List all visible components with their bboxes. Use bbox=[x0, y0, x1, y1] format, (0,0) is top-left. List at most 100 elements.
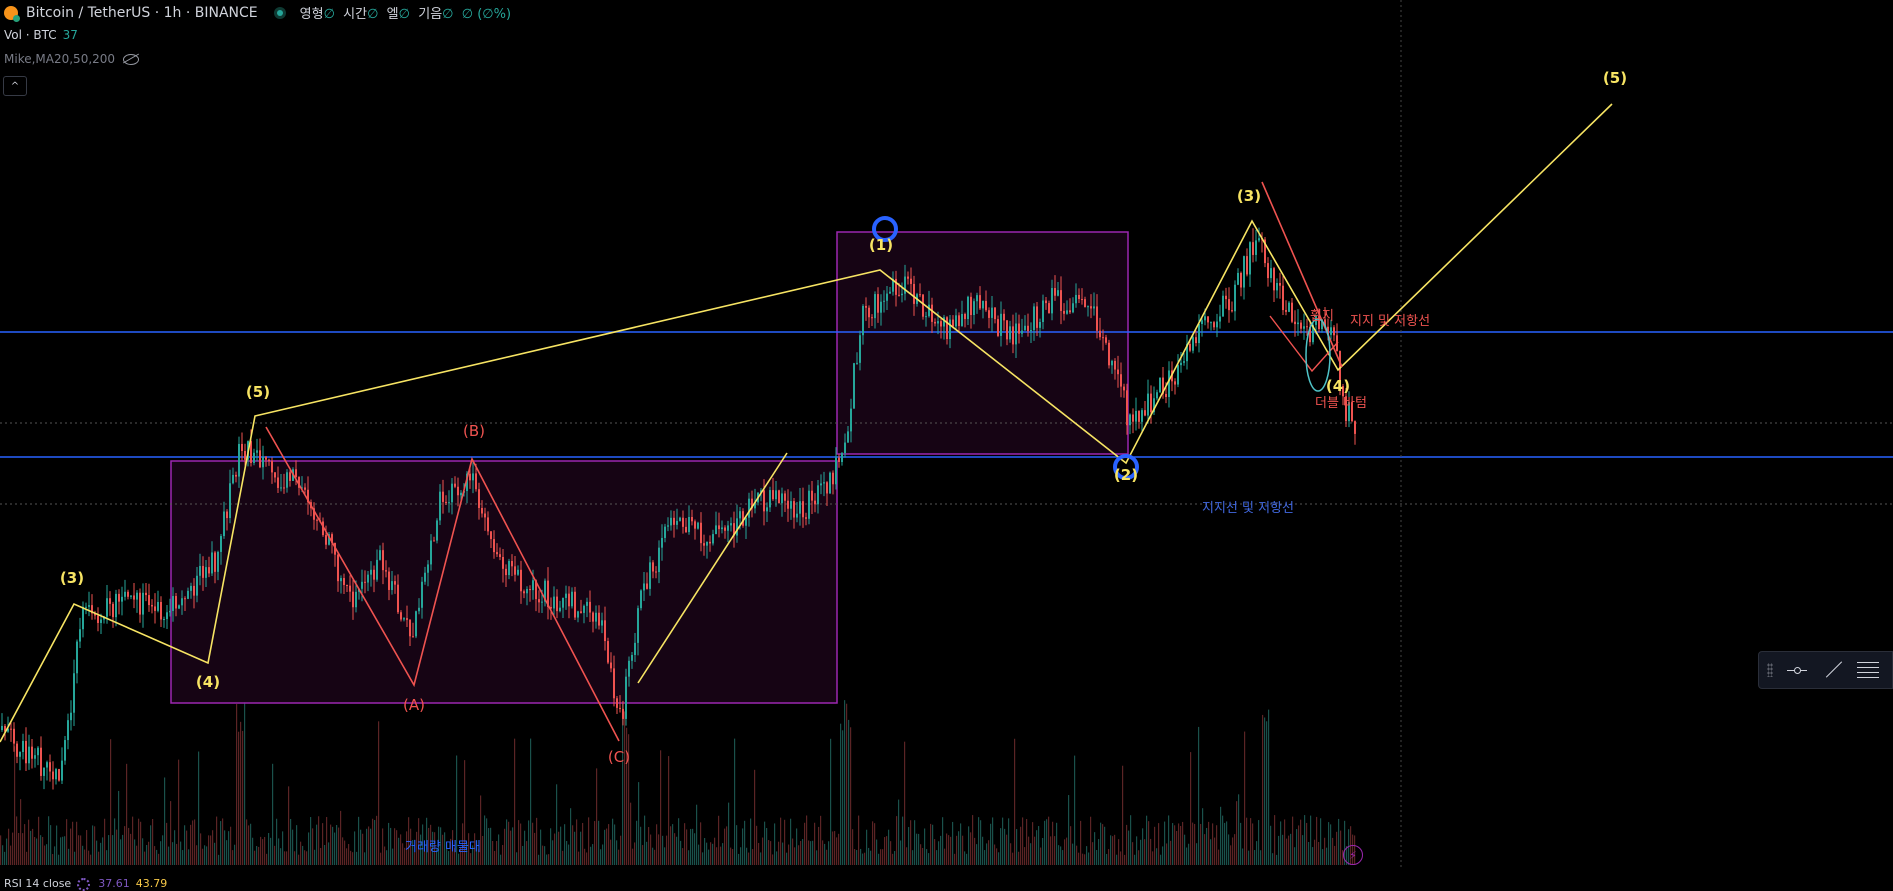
volume-bar bbox=[156, 849, 158, 865]
volume-indicator-legend[interactable]: Vol · BTC 37 bbox=[4, 28, 78, 42]
candle-body bbox=[1030, 330, 1032, 332]
volume-bar bbox=[988, 840, 990, 865]
candle-body bbox=[361, 581, 363, 589]
ma-indicator-legend[interactable]: Mike,MA20,50,200 bbox=[4, 52, 140, 66]
volume-bar bbox=[1308, 842, 1310, 865]
candle-body bbox=[1033, 306, 1035, 331]
volume-bar bbox=[530, 738, 532, 865]
volume-bar bbox=[482, 835, 484, 865]
candle-body bbox=[646, 583, 648, 589]
candle-body bbox=[520, 569, 522, 592]
volume-bar bbox=[278, 838, 280, 865]
impulse-wave-label: (5) bbox=[1603, 69, 1627, 87]
candle-body bbox=[145, 592, 147, 596]
volume-bar bbox=[850, 727, 852, 865]
candle-body bbox=[418, 607, 420, 612]
candle-body bbox=[382, 550, 384, 571]
volume-bar bbox=[338, 827, 340, 865]
volume-bar bbox=[236, 704, 238, 865]
volume-bar bbox=[914, 820, 916, 865]
candle-body bbox=[904, 276, 906, 294]
volume-bar bbox=[40, 835, 42, 865]
volume-value: 37 bbox=[62, 28, 78, 42]
volume-bar bbox=[1018, 851, 1020, 865]
volume-bar bbox=[94, 826, 96, 865]
eye-hidden-icon[interactable] bbox=[123, 54, 140, 65]
volume-bar bbox=[980, 820, 982, 865]
volume-bar bbox=[1068, 795, 1070, 865]
drag-grip-icon[interactable] bbox=[1767, 663, 1773, 677]
candle-body bbox=[787, 500, 789, 509]
volume-bar bbox=[182, 850, 184, 865]
volume-bar bbox=[1138, 850, 1140, 865]
candle-body bbox=[637, 608, 639, 643]
volume-bar bbox=[1118, 839, 1120, 865]
candle-body bbox=[1252, 242, 1254, 255]
volume-bar bbox=[894, 851, 896, 865]
volume-bar bbox=[230, 826, 232, 865]
candle-body bbox=[151, 605, 153, 607]
trend-line-icon[interactable] bbox=[1821, 659, 1843, 681]
volume-bar bbox=[420, 834, 422, 865]
volume-bar bbox=[370, 828, 372, 865]
candle-body bbox=[694, 521, 696, 529]
volume-bar bbox=[966, 853, 968, 865]
volume-bar bbox=[298, 854, 300, 865]
candle-body bbox=[118, 593, 120, 602]
candle-body bbox=[379, 550, 381, 560]
volume-bar bbox=[310, 817, 312, 865]
volume-bar bbox=[1108, 849, 1110, 865]
candle-body bbox=[1108, 342, 1110, 366]
volume-bar bbox=[486, 818, 488, 865]
volume-bar bbox=[340, 810, 342, 865]
candle-body bbox=[607, 641, 609, 663]
candle-body bbox=[409, 619, 411, 637]
candle-body bbox=[937, 321, 939, 324]
symbol-title[interactable]: Bitcoin / TetherUS · 1h · BINANCE bbox=[26, 4, 258, 21]
volume-bar bbox=[890, 841, 892, 865]
candle-body bbox=[1225, 295, 1227, 300]
candle-body bbox=[604, 620, 606, 642]
candle-body bbox=[235, 474, 237, 477]
volume-bar bbox=[804, 822, 806, 865]
impulse-wave-line-connector bbox=[637, 452, 788, 684]
candle-body bbox=[742, 511, 744, 526]
volume-bar bbox=[868, 847, 870, 865]
candle-body bbox=[478, 489, 480, 508]
volume-bar bbox=[566, 840, 568, 865]
collapse-legend-button[interactable]: ^ bbox=[3, 76, 27, 96]
candle-body bbox=[1282, 285, 1284, 311]
volume-bar bbox=[1072, 843, 1074, 865]
volume-bar bbox=[604, 829, 606, 865]
volume-bar bbox=[56, 825, 58, 865]
candle-body bbox=[799, 501, 801, 514]
volume-bar bbox=[1328, 822, 1330, 865]
volume-bar bbox=[194, 819, 196, 865]
candle-body bbox=[1135, 410, 1137, 422]
lightning-icon[interactable]: ⚡ bbox=[1343, 845, 1363, 865]
candle-body bbox=[109, 598, 111, 604]
candle-body bbox=[166, 612, 168, 620]
candle-body bbox=[238, 443, 240, 477]
volume-bar bbox=[62, 836, 64, 865]
volume-bar bbox=[242, 730, 244, 865]
settings-menu-icon[interactable] bbox=[1857, 662, 1879, 678]
rsi-indicator-legend[interactable]: RSI 14 close 37.61 43.79 bbox=[4, 877, 167, 891]
volume-bar bbox=[86, 830, 88, 865]
candle-body bbox=[160, 601, 162, 620]
volume-bar bbox=[674, 833, 676, 865]
candle-body bbox=[1291, 302, 1293, 322]
horizontal-line-icon[interactable] bbox=[1787, 665, 1807, 675]
candle-body bbox=[775, 490, 777, 500]
candle-body bbox=[1075, 294, 1077, 304]
volume-bar bbox=[292, 829, 294, 865]
candle-body bbox=[553, 596, 555, 609]
volume-bar bbox=[346, 848, 348, 865]
volume-bar bbox=[112, 835, 114, 865]
candle-body bbox=[373, 569, 375, 580]
volume-bar bbox=[646, 841, 648, 865]
candle-body bbox=[922, 294, 924, 317]
candle-body bbox=[1132, 414, 1134, 422]
volume-bar bbox=[832, 831, 834, 865]
